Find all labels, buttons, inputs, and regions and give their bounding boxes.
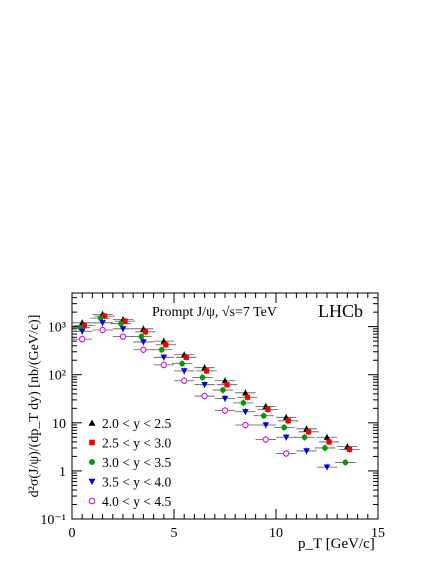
x-tick-labels: 0 5 10 15 (69, 526, 386, 541)
marker-triangle-up (323, 433, 331, 440)
x-tick-label: 0 (69, 526, 76, 541)
marker-triangle-down (242, 409, 249, 416)
marker-triangle-up (88, 419, 96, 426)
annotation-experiment: LHCb (318, 301, 363, 321)
y-tick-label: 10⁻¹ (40, 513, 66, 528)
marker-triangle-down (282, 434, 290, 441)
annotation-main: Prompt J/ψ, √s=7 TeV (152, 305, 277, 320)
marker-open-circle (140, 346, 147, 353)
marker-square (306, 429, 312, 435)
marker-triangle-down (119, 326, 127, 333)
marker-square (81, 322, 87, 329)
marker-circle (240, 400, 247, 406)
marker-square (89, 439, 95, 446)
marker-triangle-up (242, 389, 249, 396)
marker-square (285, 418, 291, 424)
marker-circle (199, 374, 206, 381)
x-tick-label: 10 (269, 526, 283, 541)
x-tick-label: 15 (371, 526, 385, 541)
marker-square (224, 382, 230, 388)
marker-circle (342, 459, 349, 466)
marker-triangle-down (99, 320, 106, 327)
marker-triangle-up (221, 377, 229, 384)
marker-triangle-down (88, 478, 96, 485)
axis-ticks (71, 292, 379, 520)
marker-triangle-down (262, 422, 270, 429)
data-markers (77, 311, 353, 471)
marker-open-circle (99, 326, 106, 334)
marker-circle (97, 315, 104, 321)
legend: 2.0 < y < 2.5 2.5 < y < 3.0 3.0 < y < 3.5 3… (88, 416, 171, 509)
y-tick-labels: 10⁻¹ 1 10 10² 10³ (40, 321, 66, 528)
x-tick-label: 5 (171, 526, 178, 541)
marker-circle (138, 333, 145, 340)
marker-triangle-down (201, 382, 208, 388)
marker-circle (220, 387, 226, 393)
marker-square (244, 394, 251, 400)
marker-open-circle (283, 450, 290, 457)
y-tick-label: 10² (48, 369, 66, 384)
marker-triangle-down (221, 395, 229, 402)
marker-circle (118, 320, 124, 327)
marker-triangle-down (303, 448, 310, 455)
marker-circle (179, 360, 185, 367)
marker-open-circle (242, 421, 249, 429)
x-axis-title: p_T [GeV/c] (298, 536, 375, 552)
y-tick-label: 1 (59, 465, 66, 480)
marker-square (265, 406, 271, 413)
marker-square (326, 439, 332, 445)
marker-circle (281, 424, 287, 431)
marker-circle (158, 346, 165, 353)
marker-square (163, 342, 169, 348)
y-axis-title: d²σ(J/ψ)/(dp_T dy) [nb/(GeV/c)] (27, 315, 42, 498)
marker-open-circle (88, 497, 96, 505)
legend-label: 3.5 < y < 4.0 (102, 475, 171, 490)
marker-triangle-down (160, 354, 168, 361)
legend-label: 3.0 < y < 3.5 (102, 455, 171, 470)
marker-open-circle (221, 407, 229, 414)
y-tick-label: 10 (52, 417, 66, 432)
marker-square (183, 354, 189, 360)
marker-square (204, 368, 210, 374)
marker-circle (89, 459, 95, 465)
marker-square (346, 446, 353, 453)
marker-square (102, 313, 108, 319)
marker-open-circle (160, 361, 167, 369)
marker-triangle-down (78, 328, 86, 335)
y-tick-label: 10³ (48, 321, 66, 336)
marker-triangle-down (180, 368, 188, 375)
marker-triangle-down (323, 464, 331, 471)
legend-label: 2.5 < y < 3.0 (102, 436, 171, 451)
marker-circle (322, 445, 328, 451)
marker-open-circle (181, 377, 188, 384)
marker-open-circle (201, 392, 208, 400)
marker-open-circle (262, 436, 269, 443)
legend-label: 2.0 < y < 2.5 (102, 416, 171, 431)
legend-label: 4.0 < y < 4.5 (102, 494, 171, 509)
marker-circle (260, 412, 267, 419)
marker-open-circle (119, 333, 127, 340)
marker-circle (301, 434, 308, 441)
marker-triangle-down (140, 339, 147, 346)
marker-square (142, 329, 149, 335)
marker-open-circle (79, 335, 86, 343)
marker-square (122, 318, 128, 324)
